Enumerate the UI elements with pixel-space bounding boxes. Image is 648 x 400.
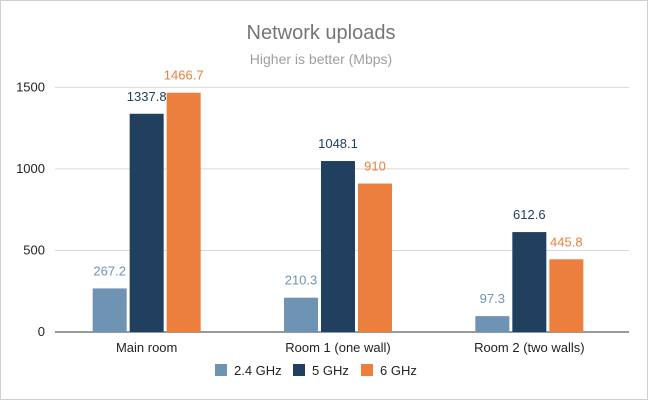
legend: 2.4 GHz 5 GHz 6 GHz [215,363,417,378]
legend-label: 5 GHz [312,363,349,378]
data-label: 1337.8 [127,89,167,104]
legend-swatch [361,364,373,376]
bar [284,297,318,332]
bar [166,92,201,332]
y-tick-label: 0 [38,324,45,339]
legend-swatch [215,364,227,376]
legend-swatch [293,364,305,376]
data-label: 1048.1 [318,136,358,151]
bar [129,113,164,332]
data-label: 267.2 [93,263,126,278]
bar [321,161,355,332]
bar [512,232,547,332]
x-tick-label: Main room [116,340,177,355]
legend-label: 2.4 GHz [234,363,282,378]
bars [92,92,584,332]
y-axis-ticks: 0 500 1000 1500 [16,79,45,339]
chart-subtitle: Higher is better (Mbps) [250,51,392,67]
y-tick-label: 1000 [16,161,45,176]
x-axis-ticks: Main room Room 1 (one wall) Room 2 (two wa… [116,340,585,355]
legend-label: 6 GHz [380,363,417,378]
data-label: 445.8 [550,234,583,249]
x-tick-label: Room 1 (one wall) [285,340,391,355]
bar [549,259,584,332]
data-label: 910 [364,159,386,174]
bar [92,288,127,332]
data-label: 1466.7 [164,68,204,83]
x-tick-label: Room 2 (two walls) [474,340,585,355]
chart-title: Network uploads [247,22,396,44]
y-tick-label: 500 [23,242,45,257]
bar [358,183,392,332]
data-label: 612.6 [513,207,546,222]
data-label: 97.3 [480,291,505,306]
y-tick-label: 1500 [16,79,45,94]
data-labels: 267.2 1337.8 1466.7 210.3 1048.1 910 97.3 612.6… [93,68,582,306]
bar [475,316,510,332]
data-label: 210.3 [285,273,318,288]
